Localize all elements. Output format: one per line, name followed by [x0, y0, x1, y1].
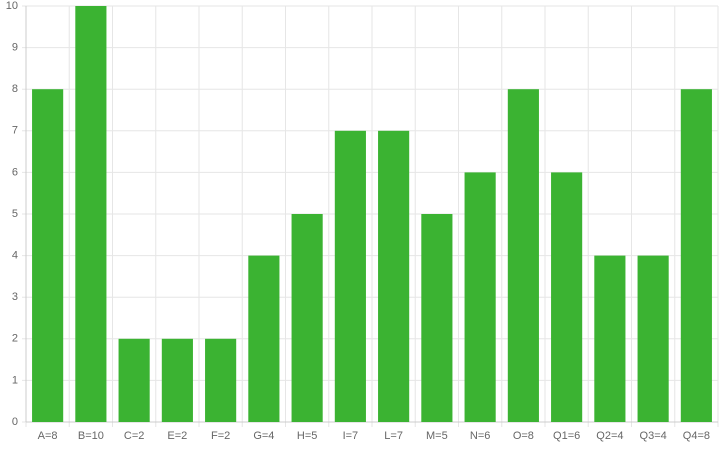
x-tick-label: F=2 [211, 430, 230, 442]
y-tick-label: 5 [12, 208, 18, 220]
x-tick-label: H=5 [297, 430, 318, 442]
x-tick-label: E=2 [167, 430, 187, 442]
bar [161, 338, 193, 422]
y-tick-label: 3 [12, 291, 18, 303]
y-tick-label: 0 [12, 416, 18, 428]
bar [680, 89, 712, 422]
bar [205, 338, 237, 422]
bar [551, 172, 583, 422]
bar [32, 89, 64, 422]
y-tick-label: 4 [12, 250, 18, 262]
x-tick-label: N=6 [470, 430, 491, 442]
bar [118, 338, 150, 422]
x-tick-label: G=4 [253, 430, 274, 442]
x-tick-label: A=8 [38, 430, 58, 442]
x-tick-label: M=5 [426, 430, 448, 442]
y-tick-label: 1 [12, 374, 18, 386]
y-tick-label: 7 [12, 125, 18, 137]
x-tick-label: Q1=6 [553, 430, 580, 442]
y-tick-label: 9 [12, 42, 18, 54]
bar [75, 6, 107, 422]
x-tick-label: L=7 [384, 430, 403, 442]
bar [637, 255, 669, 422]
y-tick-label: 10 [6, 0, 18, 12]
y-tick-label: 6 [12, 166, 18, 178]
bar [291, 214, 323, 422]
x-tick-label: C=2 [124, 430, 145, 442]
x-tick-label: I=7 [343, 430, 359, 442]
x-tick-label: O=8 [513, 430, 534, 442]
y-tick-label: 2 [12, 333, 18, 345]
bar [248, 255, 280, 422]
x-tick-label: B=10 [78, 430, 104, 442]
x-tick-label: Q4=8 [683, 430, 710, 442]
bar [507, 89, 539, 422]
bar [378, 130, 410, 423]
x-tick-label: Q3=4 [640, 430, 667, 442]
bar [334, 130, 366, 423]
bar [421, 214, 453, 422]
bar [594, 255, 626, 422]
x-tick-label: Q2=4 [596, 430, 623, 442]
bar [464, 172, 496, 422]
y-tick-label: 8 [12, 83, 18, 95]
